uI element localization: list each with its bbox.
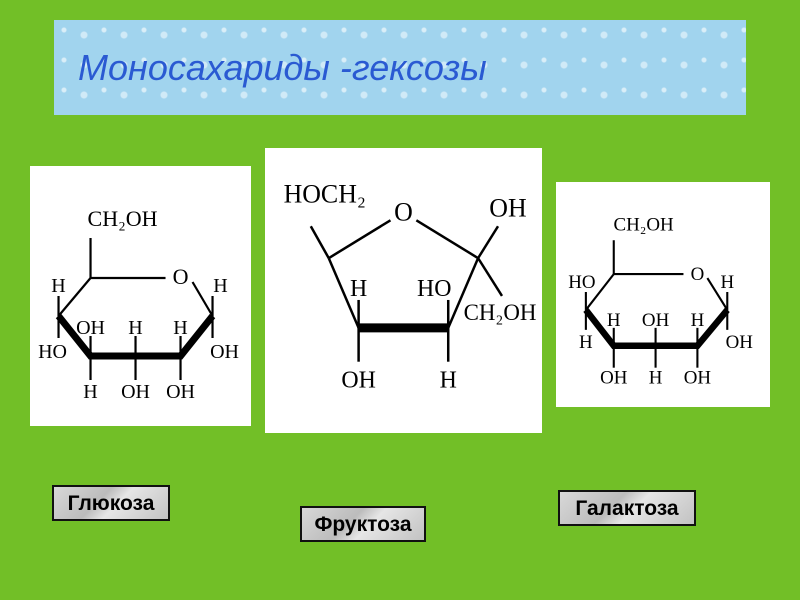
atom-label: O: [173, 264, 189, 289]
svg-text:H: H: [720, 272, 734, 293]
title-band: Моносахариды -гексозы: [54, 20, 746, 115]
svg-text:HO: HO: [568, 272, 595, 293]
svg-text:H: H: [128, 317, 142, 339]
svg-text:OH: OH: [121, 381, 150, 403]
svg-text:H: H: [213, 275, 227, 297]
galactose-structure: CH₂OH O HO H H OH OH H H OH H OH: [556, 182, 770, 407]
svg-text:OH: OH: [489, 193, 526, 222]
svg-text:O: O: [690, 264, 704, 285]
svg-text:OH: OH: [642, 310, 670, 331]
svg-text:OH: OH: [341, 368, 375, 394]
label-glucose: Глюкоза: [52, 485, 170, 521]
atom-label: CH₂OH: [88, 206, 158, 231]
svg-text:H: H: [440, 368, 457, 394]
svg-text:OH: OH: [684, 368, 712, 389]
svg-text:H: H: [607, 310, 621, 331]
svg-text:H: H: [649, 368, 663, 389]
glucose-structure: CH₂OH O H HO OH H H OH H OH H OH: [30, 166, 251, 426]
svg-text:H: H: [51, 275, 65, 297]
label-galactose: Галактоза: [558, 490, 696, 526]
svg-text:HO: HO: [417, 276, 451, 302]
svg-text:H: H: [83, 381, 97, 403]
diagram-galactose: CH₂OH O HO H H OH OH H H OH H OH: [556, 182, 770, 407]
diagrams-row: CH₂OH O H HO OH H H OH H OH H OH: [30, 148, 770, 438]
svg-text:HOCH₂: HOCH₂: [284, 179, 366, 208]
svg-text:O: O: [394, 197, 413, 226]
svg-text:CH₂OH: CH₂OH: [613, 214, 674, 235]
label-fructose: Фруктоза: [300, 506, 426, 542]
slide-title: Моносахариды -гексозы: [78, 47, 487, 89]
svg-text:OH: OH: [600, 368, 628, 389]
svg-text:H: H: [173, 317, 187, 339]
svg-text:CH₂OH: CH₂OH: [464, 300, 537, 325]
svg-text:H: H: [579, 332, 593, 353]
svg-text:OH: OH: [210, 341, 239, 363]
svg-text:H: H: [690, 310, 704, 331]
svg-text:OH: OH: [76, 317, 105, 339]
svg-text:OH: OH: [166, 381, 195, 403]
slide-root: Моносахариды -гексозы: [0, 0, 800, 600]
svg-text:OH: OH: [725, 332, 753, 353]
svg-text:HO: HO: [38, 341, 67, 363]
fructose-structure: HOCH₂ O OH H HO CH₂OH OH H: [265, 148, 542, 433]
diagram-fructose: HOCH₂ O OH H HO CH₂OH OH H: [265, 148, 542, 433]
diagram-glucose: CH₂OH O H HO OH H H OH H OH H OH: [30, 166, 251, 426]
svg-text:H: H: [350, 276, 367, 302]
